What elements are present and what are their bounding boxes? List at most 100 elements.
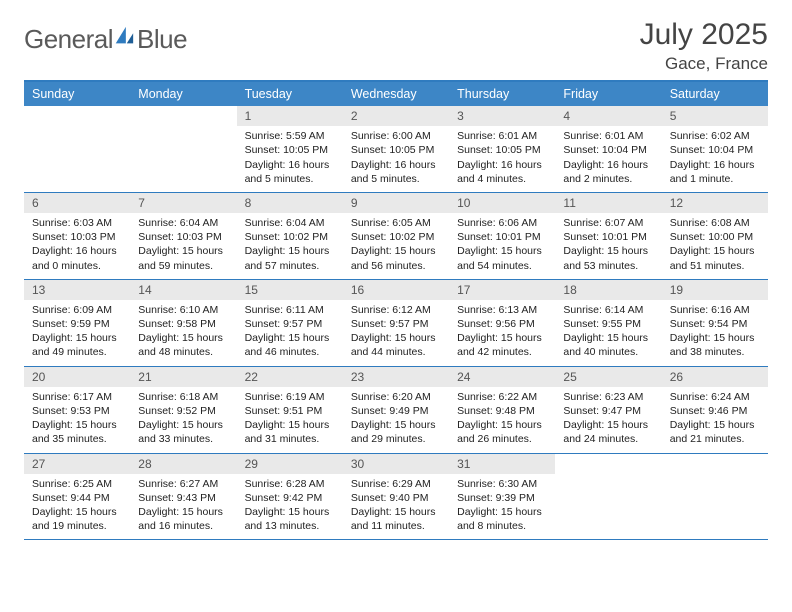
- day-cell: 2Sunrise: 6:00 AMSunset: 10:05 PMDayligh…: [343, 106, 449, 192]
- sunset-line: Sunset: 9:51 PM: [245, 404, 337, 418]
- day-body: Sunrise: 6:00 AMSunset: 10:05 PMDaylight…: [343, 129, 449, 186]
- sunset-line: Sunset: 10:02 PM: [351, 230, 443, 244]
- sunset-line: Sunset: 10:05 PM: [351, 143, 443, 157]
- month-title: July 2025: [640, 18, 768, 52]
- day-cell: 20Sunrise: 6:17 AMSunset: 9:53 PMDayligh…: [24, 367, 130, 453]
- day-cell: 1 Sunrise: 5:59 AMSunset: 10:05 PMDayligh…: [237, 106, 343, 192]
- sunset-line: Sunset: 9:55 PM: [563, 317, 655, 331]
- location-label: Gace, France: [640, 54, 768, 74]
- day-body: Sunrise: 6:09 AMSunset: 9:59 PMDaylight:…: [24, 303, 130, 360]
- title-block: July 2025 Gace, France: [640, 18, 768, 74]
- sunrise-line: Sunrise: 6:30 AM: [457, 477, 549, 491]
- week-row: 27Sunrise: 6:25 AMSunset: 9:44 PMDayligh…: [24, 453, 768, 541]
- week-row: 20Sunrise: 6:17 AMSunset: 9:53 PMDayligh…: [24, 366, 768, 453]
- day-number: 1: [237, 106, 343, 126]
- sunrise-line: Sunrise: 6:07 AM: [563, 216, 655, 230]
- sunset-line: Sunset: 10:01 PM: [457, 230, 549, 244]
- daylight-line: Daylight: 15 hours and 19 minutes.: [32, 505, 124, 533]
- sunrise-line: Sunrise: 6:13 AM: [457, 303, 549, 317]
- dow-cell: Wednesday: [343, 82, 449, 106]
- day-cell-empty: [662, 454, 768, 540]
- brand-logo: General Blue: [24, 24, 187, 55]
- day-number: 15: [237, 280, 343, 300]
- daylight-line: Daylight: 15 hours and 26 minutes.: [457, 418, 549, 446]
- day-body: Sunrise: 6:04 AMSunset: 10:03 PMDaylight…: [130, 216, 236, 273]
- sail-icon: [113, 25, 135, 47]
- day-number: 22: [237, 367, 343, 387]
- day-cell: 14Sunrise: 6:10 AMSunset: 9:58 PMDayligh…: [130, 280, 236, 366]
- day-number: [130, 106, 236, 126]
- sunset-line: Sunset: 9:48 PM: [457, 404, 549, 418]
- daylight-line: Daylight: 15 hours and 35 minutes.: [32, 418, 124, 446]
- sunrise-line: Sunrise: 6:06 AM: [457, 216, 549, 230]
- day-number: 25: [555, 367, 661, 387]
- day-number: 4: [555, 106, 661, 126]
- sunrise-line: Sunrise: 6:17 AM: [32, 390, 124, 404]
- day-cell: 9 Sunrise: 6:05 AMSunset: 10:02 PMDayligh…: [343, 193, 449, 279]
- day-cell: 21Sunrise: 6:18 AMSunset: 9:52 PMDayligh…: [130, 367, 236, 453]
- sunrise-line: Sunrise: 6:05 AM: [351, 216, 443, 230]
- daylight-line: Daylight: 15 hours and 38 minutes.: [670, 331, 762, 359]
- daylight-line: Daylight: 16 hours and 1 minute.: [670, 158, 762, 186]
- sunrise-line: Sunrise: 6:03 AM: [32, 216, 124, 230]
- day-number: 5: [662, 106, 768, 126]
- day-cell-empty: [24, 106, 130, 192]
- day-body: Sunrise: 6:11 AMSunset: 9:57 PMDaylight:…: [237, 303, 343, 360]
- daylight-line: Daylight: 15 hours and 54 minutes.: [457, 244, 549, 272]
- day-body: Sunrise: 6:18 AMSunset: 9:52 PMDaylight:…: [130, 390, 236, 447]
- day-of-week-row: SundayMondayTuesdayWednesdayThursdayFrid…: [24, 82, 768, 106]
- day-body: Sunrise: 6:01 AMSunset: 10:05 PMDaylight…: [449, 129, 555, 186]
- sunset-line: Sunset: 9:57 PM: [245, 317, 337, 331]
- day-number: 28: [130, 454, 236, 474]
- day-body: Sunrise: 6:22 AMSunset: 9:48 PMDaylight:…: [449, 390, 555, 447]
- day-body: Sunrise: 6:19 AMSunset: 9:51 PMDaylight:…: [237, 390, 343, 447]
- sunset-line: Sunset: 9:42 PM: [245, 491, 337, 505]
- day-body: Sunrise: 6:02 AMSunset: 10:04 PMDaylight…: [662, 129, 768, 186]
- day-number: 16: [343, 280, 449, 300]
- week-row: 6 Sunrise: 6:03 AMSunset: 10:03 PM Dayligh…: [24, 192, 768, 279]
- day-number: 18: [555, 280, 661, 300]
- sunrise-line: Sunrise: 6:27 AM: [138, 477, 230, 491]
- dow-cell: Thursday: [449, 82, 555, 106]
- daylight-line: Daylight: 15 hours and 29 minutes.: [351, 418, 443, 446]
- day-number: 6: [24, 193, 130, 213]
- day-body: Sunrise: 6:08 AMSunset: 10:00 PMDaylight…: [662, 216, 768, 273]
- day-cell: 13Sunrise: 6:09 AMSunset: 9:59 PMDayligh…: [24, 280, 130, 366]
- sunrise-line: Sunrise: 6:25 AM: [32, 477, 124, 491]
- day-cell: 6Sunrise: 6:03 AMSunset: 10:03 PMDayligh…: [24, 193, 130, 279]
- day-body: Sunrise: 5:59 AMSunset: 10:05 PMDaylight…: [237, 129, 343, 186]
- sunset-line: Sunset: 9:47 PM: [563, 404, 655, 418]
- sunset-line: Sunset: 10:05 PM: [245, 143, 337, 157]
- day-cell: 29Sunrise: 6:28 AMSunset: 9:42 PMDayligh…: [237, 454, 343, 540]
- daylight-line: Daylight: 15 hours and 16 minutes.: [138, 505, 230, 533]
- sunset-line: Sunset: 9:49 PM: [351, 404, 443, 418]
- sunrise-line: Sunrise: 6:04 AM: [245, 216, 337, 230]
- sunset-line: Sunset: 10:03 PM: [32, 230, 124, 244]
- sunrise-line: Sunrise: 6:16 AM: [670, 303, 762, 317]
- day-body: Sunrise: 6:07 AMSunset: 10:01 PMDaylight…: [555, 216, 661, 273]
- sunrise-line: Sunrise: 6:12 AM: [351, 303, 443, 317]
- day-body: Sunrise: 6:05 AMSunset: 10:02 PMDaylight…: [343, 216, 449, 273]
- sunrise-line: Sunrise: 5:59 AM: [245, 129, 337, 143]
- sunset-line: Sunset: 9:54 PM: [670, 317, 762, 331]
- dow-cell: Sunday: [24, 82, 130, 106]
- daylight-line: Daylight: 16 hours and 4 minutes.: [457, 158, 549, 186]
- brand-word2: Blue: [137, 24, 187, 55]
- day-body: Sunrise: 6:28 AMSunset: 9:42 PMDaylight:…: [237, 477, 343, 534]
- sunrise-line: Sunrise: 6:01 AM: [563, 129, 655, 143]
- calendar-page: General Blue July 2025 Gace, France Sund…: [0, 0, 792, 560]
- dow-cell: Tuesday: [237, 82, 343, 106]
- day-number: 7: [130, 193, 236, 213]
- day-cell: 31Sunrise: 6:30 AMSunset: 9:39 PMDayligh…: [449, 454, 555, 540]
- daylight-line: Daylight: 15 hours and 53 minutes.: [563, 244, 655, 272]
- day-number: 9: [343, 193, 449, 213]
- week-row: 13Sunrise: 6:09 AMSunset: 9:59 PMDayligh…: [24, 279, 768, 366]
- sunrise-line: Sunrise: 6:09 AM: [32, 303, 124, 317]
- day-cell: 24Sunrise: 6:22 AMSunset: 9:48 PMDayligh…: [449, 367, 555, 453]
- sunset-line: Sunset: 10:04 PM: [563, 143, 655, 157]
- daylight-line: Daylight: 15 hours and 48 minutes.: [138, 331, 230, 359]
- day-cell: 12Sunrise: 6:08 AMSunset: 10:00 PMDaylig…: [662, 193, 768, 279]
- day-cell: 28Sunrise: 6:27 AMSunset: 9:43 PMDayligh…: [130, 454, 236, 540]
- sunset-line: Sunset: 10:02 PM: [245, 230, 337, 244]
- week-row: 1Sunrise: 5:59 AMSunset: 10:05 PMDayligh…: [24, 106, 768, 192]
